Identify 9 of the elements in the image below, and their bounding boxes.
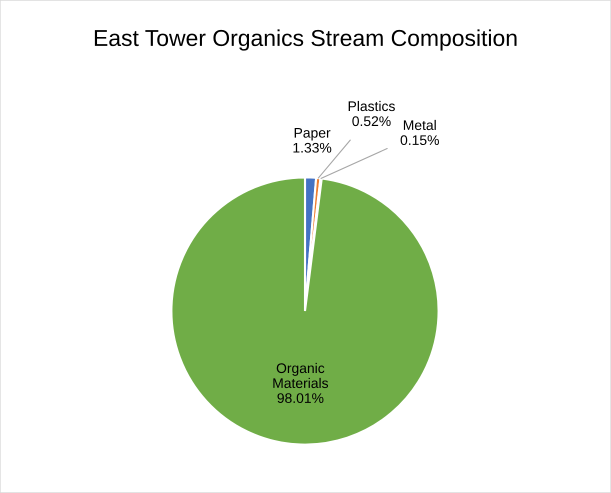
slice-label: Organic Materials [273, 362, 328, 388]
data-label: 1.33% [293, 142, 332, 153]
slice-label: Plastics [348, 100, 395, 112]
chart-title: East Tower Organics Stream Composition [94, 29, 517, 51]
data-label: 0.52% [352, 116, 391, 126]
slice-label: Metal [404, 120, 436, 130]
slice-label: Paper [294, 128, 330, 140]
data-label: 98.01% [277, 393, 324, 404]
data-label: 0.15% [400, 135, 439, 146]
